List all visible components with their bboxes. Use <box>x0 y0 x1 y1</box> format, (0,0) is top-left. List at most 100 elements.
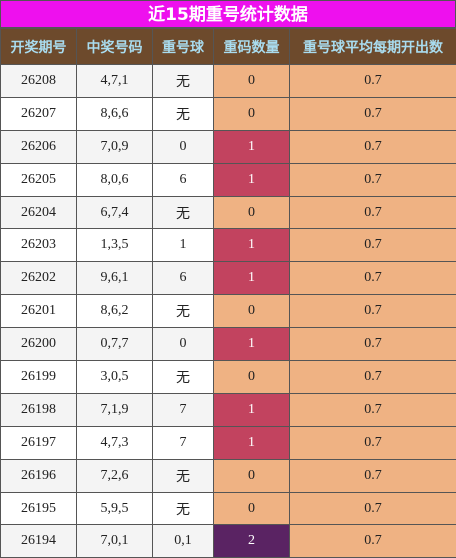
table-cell: 26207 <box>0 96 77 131</box>
table-cell: 0.7 <box>289 425 456 460</box>
table-cell: 5,9,5 <box>76 491 153 526</box>
table-cell: 1 <box>213 425 290 460</box>
table-cell: 0 <box>152 327 214 362</box>
table-cell: 9,6,1 <box>76 261 153 296</box>
table-cell: 0 <box>152 129 214 164</box>
table-cell: 无 <box>152 360 214 394</box>
table-row: 26194 7,0,1 0,1 2 0.7 <box>0 524 456 558</box>
table-cell: 0.7 <box>289 360 456 394</box>
column-header: 重码数量 <box>213 28 290 65</box>
table-cell: 26199 <box>0 360 77 394</box>
table-row: 26203 1,3,5 1 1 0.7 <box>0 228 456 263</box>
table-cell: 0.7 <box>289 524 456 558</box>
table-cell: 无 <box>152 491 214 526</box>
table-cell: 0 <box>213 195 290 230</box>
table-title: 近15期重号统计数据 <box>0 0 456 28</box>
column-header: 中奖号码 <box>76 28 153 65</box>
table-body: 26208 4,7,1 无 0 0.7 26207 8,6,6 无 0 0.7 26206 7,0,9… <box>0 64 456 558</box>
table-cell: 8,0,6 <box>76 162 153 197</box>
table-cell: 无 <box>152 458 214 493</box>
table-cell: 26197 <box>0 425 77 460</box>
table-cell: 0.7 <box>289 261 456 296</box>
table-cell: 26208 <box>0 64 77 98</box>
table-cell: 0 <box>213 96 290 131</box>
table-cell: 无 <box>152 195 214 230</box>
table-cell: 无 <box>152 294 214 329</box>
table-cell: 3,0,5 <box>76 360 153 394</box>
table-cell: 7,1,9 <box>76 392 153 427</box>
table-cell: 0 <box>213 458 290 493</box>
table-cell: 0.7 <box>289 392 456 427</box>
table-row: 26204 6,7,4 无 0 0.7 <box>0 195 456 230</box>
table-cell: 1 <box>213 327 290 362</box>
table-cell: 无 <box>152 64 214 98</box>
table-row: 26207 8,6,6 无 0 0.7 <box>0 96 456 131</box>
table-cell: 0,7,7 <box>76 327 153 362</box>
table-cell: 8,6,2 <box>76 294 153 329</box>
table-cell: 0.7 <box>289 162 456 197</box>
table-cell: 26206 <box>0 129 77 164</box>
table-cell: 1 <box>213 261 290 296</box>
table-cell: 26205 <box>0 162 77 197</box>
table-cell: 0.7 <box>289 458 456 493</box>
table-row: 26206 7,0,9 0 1 0.7 <box>0 129 456 164</box>
table-cell: 7,0,9 <box>76 129 153 164</box>
table-cell: 26202 <box>0 261 77 296</box>
table-cell: 7 <box>152 392 214 427</box>
table-cell: 1 <box>213 228 290 263</box>
table-row: 26197 4,7,3 7 1 0.7 <box>0 425 456 460</box>
table-row: 26200 0,7,7 0 1 0.7 <box>0 327 456 362</box>
table-cell: 1 <box>213 162 290 197</box>
table-cell: 0.7 <box>289 228 456 263</box>
table-cell: 26200 <box>0 327 77 362</box>
table-row: 26198 7,1,9 7 1 0.7 <box>0 392 456 427</box>
table-cell: 1,3,5 <box>76 228 153 263</box>
table-cell: 0 <box>213 64 290 98</box>
table-cell: 2 <box>213 524 290 558</box>
table-cell: 0.7 <box>289 129 456 164</box>
table-row: 26202 9,6,1 6 1 0.7 <box>0 261 456 296</box>
table-cell: 26201 <box>0 294 77 329</box>
table-cell: 无 <box>152 96 214 131</box>
table-cell: 26196 <box>0 458 77 493</box>
table-cell: 6 <box>152 162 214 197</box>
table-cell: 8,6,6 <box>76 96 153 131</box>
table-cell: 0.7 <box>289 327 456 362</box>
column-header: 开奖期号 <box>0 28 77 65</box>
column-header: 重号球平均每期开出数 <box>289 28 456 65</box>
table-cell: 7 <box>152 425 214 460</box>
table-cell: 0.7 <box>289 96 456 131</box>
table-cell: 26203 <box>0 228 77 263</box>
table-cell: 1 <box>152 228 214 263</box>
stats-table: 开奖期号 中奖号码 重号球 重码数量 重号球平均每期开出数 26208 4,7,1 无 0 0.… <box>0 28 456 558</box>
table-cell: 0.7 <box>289 64 456 98</box>
table-row: 26199 3,0,5 无 0 0.7 <box>0 360 456 394</box>
table-row: 26195 5,9,5 无 0 0.7 <box>0 491 456 526</box>
table-cell: 6,7,4 <box>76 195 153 230</box>
table-cell: 26194 <box>0 524 77 558</box>
table-cell: 0.7 <box>289 195 456 230</box>
table-cell: 1 <box>213 129 290 164</box>
table-cell: 0 <box>213 360 290 394</box>
table-cell: 7,2,6 <box>76 458 153 493</box>
table-row: 26201 8,6,2 无 0 0.7 <box>0 294 456 329</box>
table-cell: 4,7,1 <box>76 64 153 98</box>
column-header: 重号球 <box>152 28 214 65</box>
table-cell: 0 <box>213 491 290 526</box>
table-cell: 4,7,3 <box>76 425 153 460</box>
table-cell: 0.7 <box>289 491 456 526</box>
table-cell: 26198 <box>0 392 77 427</box>
table-row: 26205 8,0,6 6 1 0.7 <box>0 162 456 197</box>
table-cell: 26204 <box>0 195 77 230</box>
header-row: 开奖期号 中奖号码 重号球 重码数量 重号球平均每期开出数 <box>0 28 456 65</box>
table-row: 26208 4,7,1 无 0 0.7 <box>0 64 456 98</box>
table-cell: 26195 <box>0 491 77 526</box>
table-row: 26196 7,2,6 无 0 0.7 <box>0 458 456 493</box>
table-cell: 0.7 <box>289 294 456 329</box>
table-cell: 0,1 <box>152 524 214 558</box>
table-cell: 0 <box>213 294 290 329</box>
table-cell: 7,0,1 <box>76 524 153 558</box>
table-cell: 1 <box>213 392 290 427</box>
table-cell: 6 <box>152 261 214 296</box>
